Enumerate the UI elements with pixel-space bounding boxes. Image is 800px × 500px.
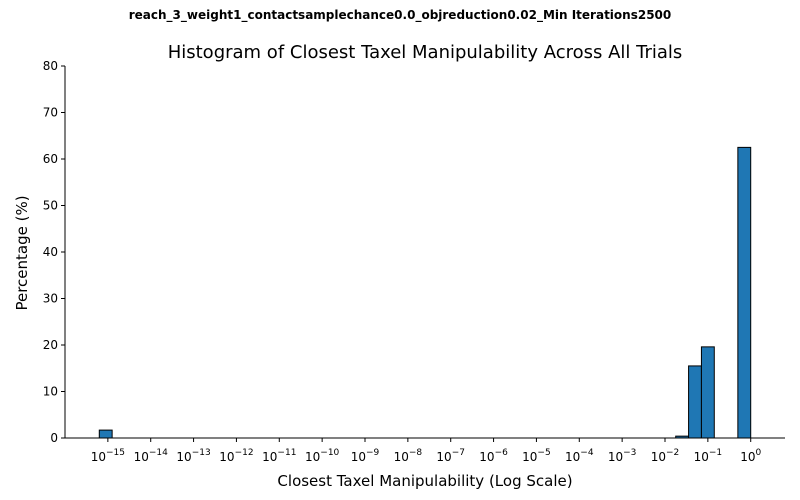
x-tick-label: 10−14 — [134, 448, 169, 464]
x-tick-label: 10−4 — [565, 448, 594, 464]
x-tick-label: 10−11 — [262, 448, 296, 464]
y-tick-label: 10 — [43, 385, 58, 399]
x-ticks: 10−15 10−14 10−13 10−12 10−11 10−10 10−9 10−8 10… — [91, 438, 762, 464]
x-tick-label: 10−13 — [176, 448, 210, 464]
histogram-bar — [738, 147, 751, 438]
x-tick-label: 10−1 — [694, 448, 723, 464]
x-tick-label: 10−12 — [219, 448, 253, 464]
y-tick-label: 70 — [43, 106, 58, 120]
x-tick-label: 10−3 — [608, 448, 637, 464]
x-tick-label: 10−7 — [436, 448, 465, 464]
y-tick-label: 30 — [43, 292, 58, 306]
x-tick-label: 10−10 — [305, 448, 340, 464]
y-tick-label: 60 — [43, 152, 58, 166]
y-ticks: 0 10 20 30 40 50 60 70 80 — [43, 59, 65, 445]
x-tick-label: 10−9 — [351, 448, 380, 464]
x-tick-label: 10−6 — [479, 448, 508, 464]
y-axis-label: Percentage (%) — [13, 195, 31, 310]
y-tick-label: 0 — [50, 431, 58, 445]
x-axis-label: Closest Taxel Manipulability (Log Scale) — [277, 472, 572, 490]
y-tick-label: 50 — [43, 199, 58, 213]
x-tick-label: 10−8 — [394, 448, 423, 464]
bars-group — [99, 147, 750, 438]
histogram-bar — [701, 347, 714, 438]
histogram-bar — [689, 366, 702, 438]
x-tick-label: 100 — [740, 448, 761, 464]
y-tick-label: 40 — [43, 245, 58, 259]
chart-title: Histogram of Closest Taxel Manipulabilit… — [168, 42, 683, 63]
y-tick-label: 80 — [43, 59, 58, 73]
histogram-bar — [99, 430, 112, 438]
x-tick-label: 10−5 — [522, 448, 551, 464]
x-tick-label: 10−15 — [91, 448, 125, 464]
y-tick-label: 20 — [43, 338, 58, 352]
x-tick-label: 10−2 — [651, 448, 680, 464]
